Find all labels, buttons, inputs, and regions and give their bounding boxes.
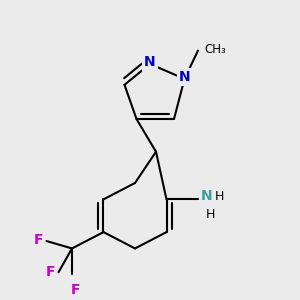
Text: N: N [144,56,156,70]
Text: CH₃: CH₃ [204,43,226,56]
Text: F: F [70,283,80,297]
Text: H: H [214,190,224,203]
Text: F: F [46,265,56,279]
Text: H: H [206,208,215,221]
Text: N: N [179,70,190,84]
Text: F: F [34,232,43,247]
Text: N: N [201,189,213,203]
